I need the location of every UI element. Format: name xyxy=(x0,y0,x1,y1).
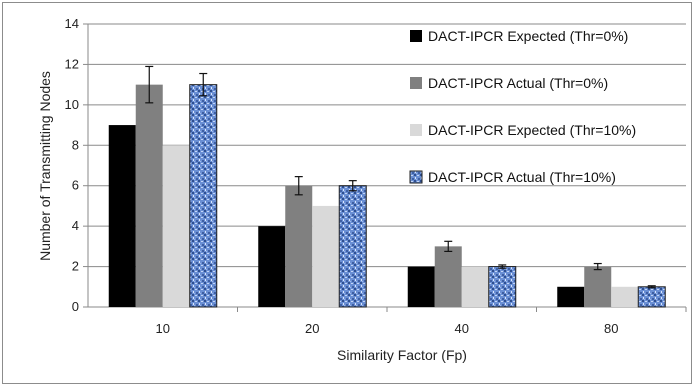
bars xyxy=(108,84,666,308)
x-tick-label: 10 xyxy=(156,321,170,336)
bar xyxy=(461,266,489,307)
bar xyxy=(557,286,585,307)
y-tick-label: 12 xyxy=(65,56,79,71)
bar xyxy=(162,145,190,307)
y-tick-label: 2 xyxy=(72,259,79,274)
bar xyxy=(108,125,136,307)
bar xyxy=(338,185,367,308)
x-tick-label: 80 xyxy=(604,321,618,336)
x-tick-label: 40 xyxy=(455,321,469,336)
legend-label: DACT-IPCR Actual (Thr=0%) xyxy=(428,75,608,91)
x-tick-label: 20 xyxy=(305,321,319,336)
bar xyxy=(407,266,435,307)
bar xyxy=(584,266,612,307)
legend-label: DACT-IPCR Expected (Thr=10%) xyxy=(428,122,636,138)
bar xyxy=(189,84,218,308)
y-tick-label: 8 xyxy=(72,137,79,152)
y-tick-label: 10 xyxy=(65,97,79,112)
bar xyxy=(285,185,313,307)
error-bars xyxy=(145,65,656,289)
y-tick-label: 14 xyxy=(65,16,79,31)
legend-swatch xyxy=(410,77,422,89)
bar xyxy=(258,226,286,307)
bar xyxy=(312,205,340,307)
legend-swatch xyxy=(409,170,423,184)
y-tick-label: 6 xyxy=(72,178,79,193)
tick-labels: 0 2 4 6 8 10 12 14 10 20 40 80 xyxy=(65,16,619,336)
bar xyxy=(637,286,666,308)
legend-swatch xyxy=(410,30,422,42)
bar xyxy=(135,84,163,308)
bar xyxy=(488,266,517,308)
y-tick-label: 4 xyxy=(72,218,79,233)
y-axis-title: Number of Transmitting Nodes xyxy=(37,71,53,261)
legend-swatch xyxy=(410,124,422,136)
bar xyxy=(434,246,462,307)
y-tick-label: 0 xyxy=(72,299,79,314)
legend: DACT-IPCR Expected (Thr=0%) DACT-IPCR Act… xyxy=(409,28,636,185)
legend-label: DACT-IPCR Expected (Thr=0%) xyxy=(428,28,628,44)
legend-label: DACT-IPCR Actual (Thr=10%) xyxy=(428,169,616,185)
bar xyxy=(611,286,639,307)
x-axis-title: Similarity Factor (Fp) xyxy=(337,347,467,363)
